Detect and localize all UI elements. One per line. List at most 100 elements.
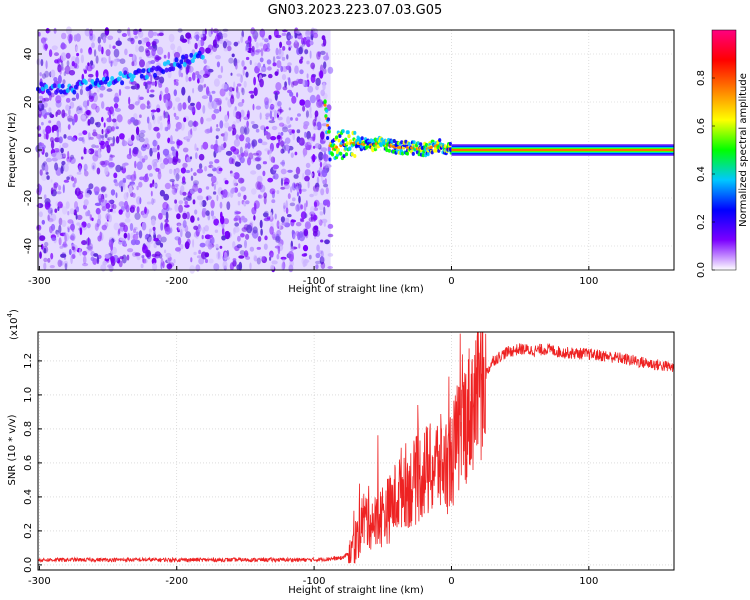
signal-blob — [387, 148, 391, 153]
snr-x-tick-label: -100 — [303, 576, 326, 587]
noise-speckle — [287, 62, 292, 66]
noise-speckle — [213, 218, 220, 226]
noise-speckle — [276, 60, 282, 69]
noise-speckle — [312, 145, 316, 149]
noise-speckle — [246, 113, 249, 118]
noise-speckle — [70, 154, 74, 160]
spectrogram-noise-region — [35, 26, 334, 274]
noise-speckle — [92, 131, 98, 137]
noise-speckle — [85, 211, 89, 217]
noise-speckle — [88, 95, 93, 100]
noise-speckle — [209, 234, 214, 241]
snr-frame — [37, 331, 675, 571]
noise-speckle — [323, 151, 327, 160]
signal-blob — [72, 89, 77, 95]
noise-speckle — [303, 151, 306, 158]
noise-speckle — [197, 225, 202, 233]
noise-speckle — [269, 104, 275, 113]
signal-blob — [181, 54, 186, 60]
noise-speckle — [286, 116, 291, 125]
noise-speckle — [197, 217, 200, 221]
noise-speckle — [212, 39, 217, 47]
noise-speckle — [199, 200, 204, 208]
noise-speckle — [66, 176, 70, 180]
noise-speckle — [111, 110, 115, 117]
noise-speckle — [311, 33, 314, 41]
noise-speckle — [156, 46, 164, 56]
noise-speckle — [175, 128, 179, 132]
noise-speckle — [281, 74, 287, 81]
noise-speckle — [289, 202, 296, 207]
noise-speckle — [208, 68, 214, 73]
noise-speckle — [101, 57, 107, 64]
noise-speckle — [61, 220, 67, 227]
noise-speckle — [130, 134, 135, 141]
noise-speckle — [239, 77, 243, 83]
noise-speckle — [97, 36, 102, 44]
noise-speckle — [127, 27, 131, 37]
noise-speckle — [159, 122, 163, 131]
signal-blob — [179, 59, 184, 65]
noise-speckle — [45, 125, 52, 134]
noise-speckle — [43, 257, 48, 263]
noise-speckle — [235, 62, 238, 70]
noise-speckle — [179, 244, 184, 250]
noise-speckle — [152, 262, 158, 271]
noise-speckle — [225, 97, 228, 101]
noise-speckle — [61, 160, 66, 166]
signal-blob — [153, 72, 157, 78]
noise-speckle — [113, 222, 120, 231]
noise-speckle — [167, 256, 173, 264]
noise-speckle — [190, 106, 196, 113]
noise-speckle — [241, 87, 245, 96]
noise-speckle — [232, 130, 235, 136]
noise-speckle — [134, 101, 140, 106]
noise-speckle — [276, 190, 280, 195]
noise-speckle — [280, 65, 284, 73]
noise-speckle — [109, 154, 115, 158]
noise-speckle — [50, 140, 55, 150]
signal-blob — [338, 134, 342, 138]
noise-speckle — [165, 99, 169, 108]
noise-speckle — [92, 165, 95, 170]
noise-speckle — [205, 86, 210, 95]
signal-blob — [182, 62, 187, 67]
noise-speckle — [97, 235, 102, 242]
signal-blob — [416, 141, 420, 146]
noise-speckle — [175, 150, 179, 158]
noise-speckle — [53, 184, 58, 188]
noise-speckle — [47, 214, 50, 221]
noise-speckle — [267, 177, 274, 183]
noise-speckle — [64, 263, 68, 271]
noise-speckle — [152, 114, 155, 121]
noise-speckle — [245, 256, 251, 260]
signal-blob — [353, 130, 357, 135]
noise-speckle — [278, 122, 285, 127]
noise-speckle — [73, 62, 78, 69]
noise-speckle — [217, 145, 222, 153]
spectrogram-y-ticks: -40 -20 0 20 40 — [23, 48, 42, 254]
noise-speckle — [80, 156, 84, 160]
signal-blob — [341, 139, 345, 144]
noise-speckle — [291, 230, 296, 240]
noise-speckle — [159, 157, 162, 163]
noise-speckle — [93, 253, 99, 257]
signal-blob — [371, 148, 375, 153]
noise-speckle — [241, 99, 245, 104]
noise-speckle — [141, 221, 147, 231]
noise-speckle — [128, 96, 131, 105]
noise-speckle — [116, 114, 123, 123]
noise-speckle — [108, 54, 111, 64]
noise-speckle — [143, 258, 148, 264]
noise-speckle — [134, 212, 141, 220]
noise-speckle — [199, 69, 205, 75]
noise-speckle — [268, 120, 276, 124]
noise-speckle — [143, 154, 148, 161]
noise-speckle — [237, 40, 240, 45]
noise-speckle — [96, 223, 100, 228]
noise-speckle — [247, 142, 251, 150]
noise-speckle — [78, 225, 84, 229]
noise-speckle — [41, 219, 45, 225]
noise-speckle — [67, 33, 74, 42]
noise-speckle — [193, 120, 197, 128]
